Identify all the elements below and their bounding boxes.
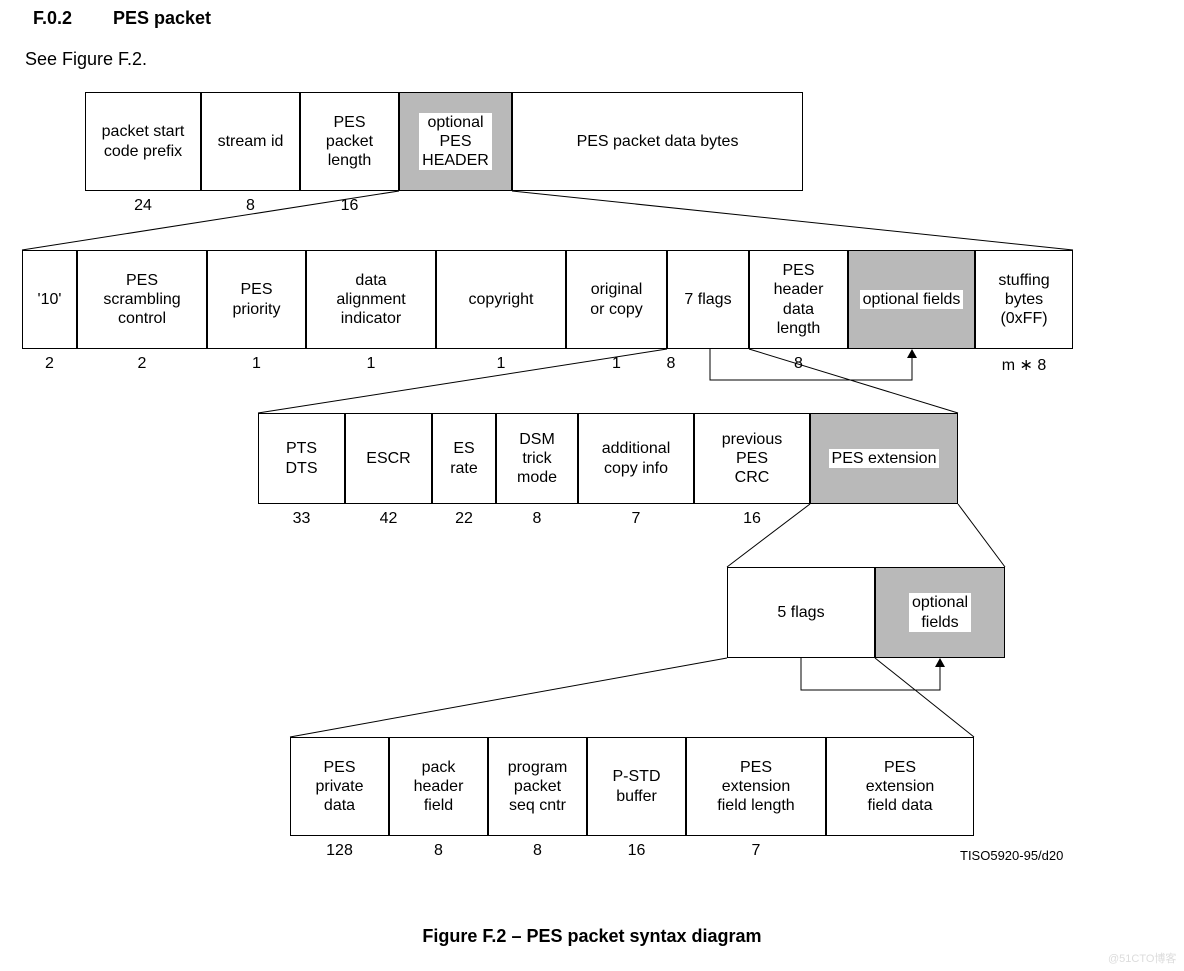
r2-bits-5: 1 [436,355,566,373]
r1-bits-3: 16 [300,197,399,215]
ref-code: TISO5920-95/d20 [960,848,1063,863]
r3-bits-4: 8 [496,510,578,528]
r5-pes-extension-field-data: PESextensionfield data [826,737,974,836]
r4-optional-fields: optionalfields [875,567,1005,658]
r5-p-std-buffer: P-STDbuffer [587,737,686,836]
r3-pes-extension: PES extension [810,413,958,504]
r5-bits-2: 8 [389,842,488,860]
r2-optional-fields: optional fields [848,250,975,349]
r1-optional-pes-header: optionalPESHEADER [399,92,512,191]
watermark: @51CTO博客 [1108,950,1176,966]
r2-7-flags: 7 flags [667,250,749,349]
r5-bits-3: 8 [488,842,587,860]
page: F.0.2 PES packet See Figure F.2. packet … [0,0,1184,971]
figure-caption: Figure F.2 – PES packet syntax diagram [0,926,1184,947]
r3-dsm-trick-mode: DSMtrickmode [496,413,578,504]
r5-bits-4: 16 [587,842,686,860]
r2-stuffing-bytes: stuffingbytes(0xFF) [975,250,1073,349]
r2-pes-scrambling-control: PESscramblingcontrol [77,250,207,349]
r1-bits-2: 8 [201,197,300,215]
r2-bits-10: m ∗ 8 [975,355,1073,375]
r3-bits-6: 16 [694,510,810,528]
r2-pes-priority: PESpriority [207,250,306,349]
r3-escr: ESCR [345,413,432,504]
r3-bits-5: 7 [578,510,694,528]
r5-bits-1: 128 [290,842,389,860]
r1-pes-packet-length: PESpacketlength [300,92,399,191]
r2-bits-2: 2 [77,355,207,373]
r2-data-alignment-indicator: dataalignmentindicator [306,250,436,349]
heading-number: F.0.2 [33,8,72,29]
r1-stream-id: stream id [201,92,300,191]
r2-marker-10: '10' [22,250,77,349]
r2-bits-3: 1 [207,355,306,373]
r3-es-rate: ESrate [432,413,496,504]
r3-bits-1: 33 [258,510,345,528]
r1-bits-1: 24 [85,197,201,215]
r1-packet-start-code-prefix: packet startcode prefix [85,92,201,191]
r5-pes-extension-field-length: PESextensionfield length [686,737,826,836]
see-text: See Figure F.2. [25,49,147,70]
r5-pes-private-data: PESprivatedata [290,737,389,836]
r2-bits-1: 2 [22,355,77,373]
r2-copyright: copyright [436,250,566,349]
r5-pack-header-field: packheaderfield [389,737,488,836]
heading-title: PES packet [113,8,211,29]
r2-bits-7: 8 [630,355,712,373]
r5-bits-5: 7 [686,842,826,860]
r3-pts-dts: PTSDTS [258,413,345,504]
r2-bits-8: 8 [749,355,848,373]
r3-bits-2: 42 [345,510,432,528]
r4-5-flags: 5 flags [727,567,875,658]
r5-program-packet-seq-cntr: programpacketseq cntr [488,737,587,836]
r2-original-or-copy: originalor copy [566,250,667,349]
r2-pes-header-data-length: PESheaderdatalength [749,250,848,349]
r3-previous-pes-crc: previousPESCRC [694,413,810,504]
r1-pes-packet-data-bytes: PES packet data bytes [512,92,803,191]
r3-additional-copy-info: additionalcopy info [578,413,694,504]
r2-bits-4: 1 [306,355,436,373]
r3-bits-3: 22 [432,510,496,528]
